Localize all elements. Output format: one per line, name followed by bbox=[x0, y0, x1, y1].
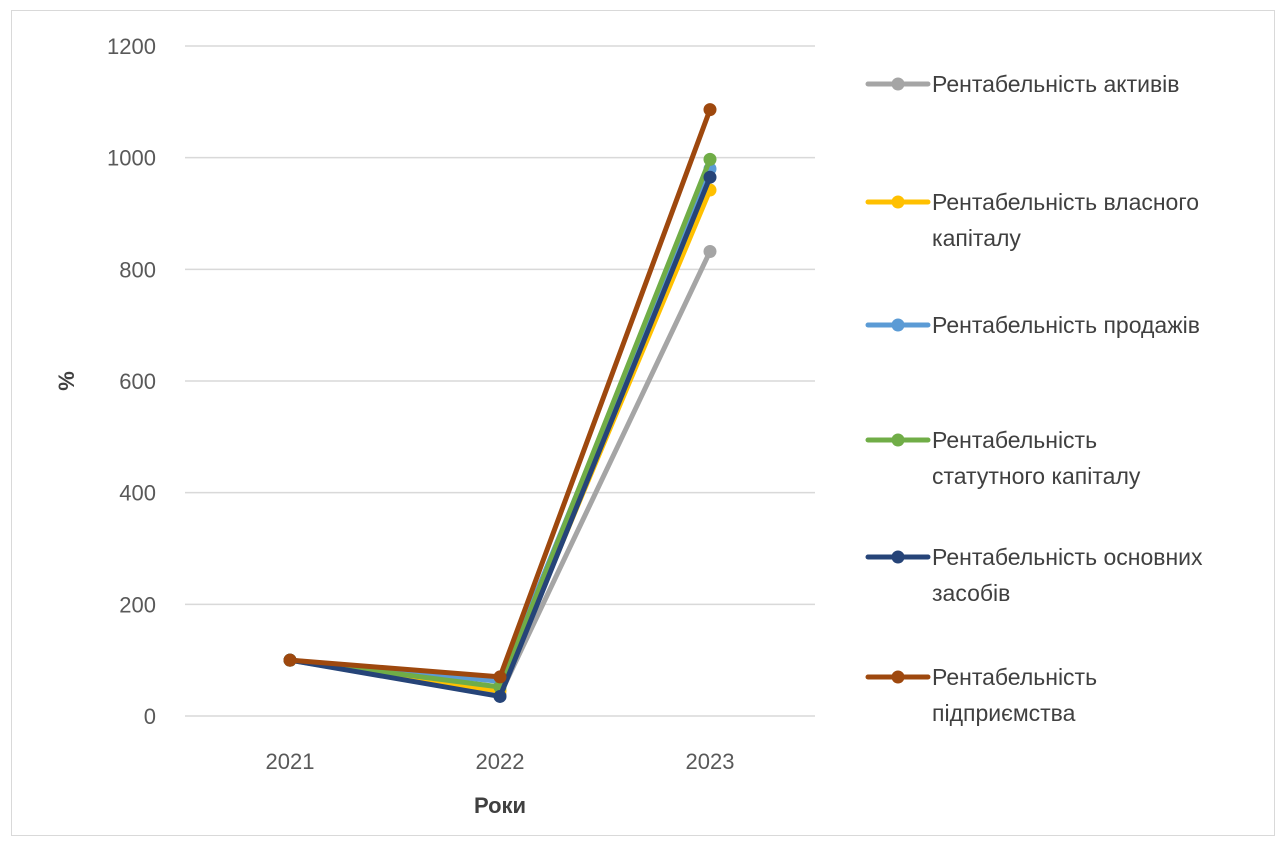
legend-swatch-marker bbox=[891, 77, 905, 91]
y-tick-label: 800 bbox=[119, 257, 156, 282]
y-tick-label: 1000 bbox=[107, 146, 156, 171]
x-tick-label: 2022 bbox=[476, 749, 525, 774]
series-lines bbox=[283, 103, 717, 703]
series-path bbox=[287, 174, 713, 699]
legend-label: Рентабельність продажів bbox=[932, 312, 1200, 338]
legend-swatch-marker bbox=[891, 670, 905, 684]
data-point bbox=[703, 170, 717, 184]
legend-label: статутного капіталу bbox=[932, 463, 1141, 489]
y-tick-label: 600 bbox=[119, 369, 156, 394]
legend: Рентабельність активів Рентабельність вла… bbox=[865, 71, 1203, 726]
legend-swatch-marker bbox=[891, 195, 905, 209]
series-path bbox=[287, 187, 713, 694]
data-point bbox=[703, 103, 717, 117]
x-tick-label: 2023 bbox=[686, 749, 735, 774]
x-axis-title: Роки bbox=[474, 793, 526, 818]
legend-item: Рентабельність підприємства bbox=[865, 664, 1097, 726]
series-line bbox=[283, 103, 717, 684]
legend-swatch-marker bbox=[891, 433, 905, 447]
series-line bbox=[283, 152, 717, 694]
y-tick-label: 0 bbox=[144, 704, 156, 729]
legend-label: засобів bbox=[932, 580, 1010, 606]
y-tick-label: 1200 bbox=[107, 34, 156, 59]
legend-label: підприємства bbox=[932, 700, 1076, 726]
series-path bbox=[287, 107, 713, 680]
y-axis-title: % bbox=[54, 371, 79, 391]
series-path bbox=[287, 156, 713, 690]
data-point bbox=[703, 244, 717, 258]
series-line bbox=[283, 170, 717, 703]
data-point bbox=[703, 152, 717, 166]
y-tick-label: 400 bbox=[119, 481, 156, 506]
gridlines bbox=[185, 45, 815, 717]
x-tick-label: 2021 bbox=[266, 749, 315, 774]
legend-label: капіталу bbox=[932, 225, 1021, 251]
series-line bbox=[283, 162, 717, 688]
data-point bbox=[493, 689, 507, 703]
legend-item: Рентабельність активів bbox=[865, 71, 1180, 97]
legend-item: Рентабельність власного капіталу bbox=[865, 189, 1199, 251]
legend-item: Рентабельність основних засобів bbox=[865, 544, 1203, 606]
y-tick-label: 200 bbox=[119, 592, 156, 617]
legend-label: Рентабельність основних bbox=[932, 544, 1203, 570]
legend-item: Рентабельність продажів bbox=[865, 312, 1200, 338]
legend-label: Рентабельність власного bbox=[932, 189, 1199, 215]
legend-label: Рентабельність активів bbox=[932, 71, 1180, 97]
legend-swatch-marker bbox=[891, 318, 905, 332]
data-point bbox=[283, 653, 297, 667]
data-point bbox=[493, 670, 507, 684]
chart-frame bbox=[11, 10, 1275, 836]
legend-label: Рентабельність bbox=[932, 427, 1097, 453]
y-axis-ticks: 0 200 400 600 800 1000 1200 bbox=[107, 34, 156, 729]
legend-swatch-marker bbox=[891, 550, 905, 564]
legend-label: Рентабельність bbox=[932, 664, 1097, 690]
x-axis-ticks: 2021 2022 2023 bbox=[266, 749, 735, 774]
legend-item: Рентабельність статутного капіталу bbox=[865, 427, 1141, 489]
